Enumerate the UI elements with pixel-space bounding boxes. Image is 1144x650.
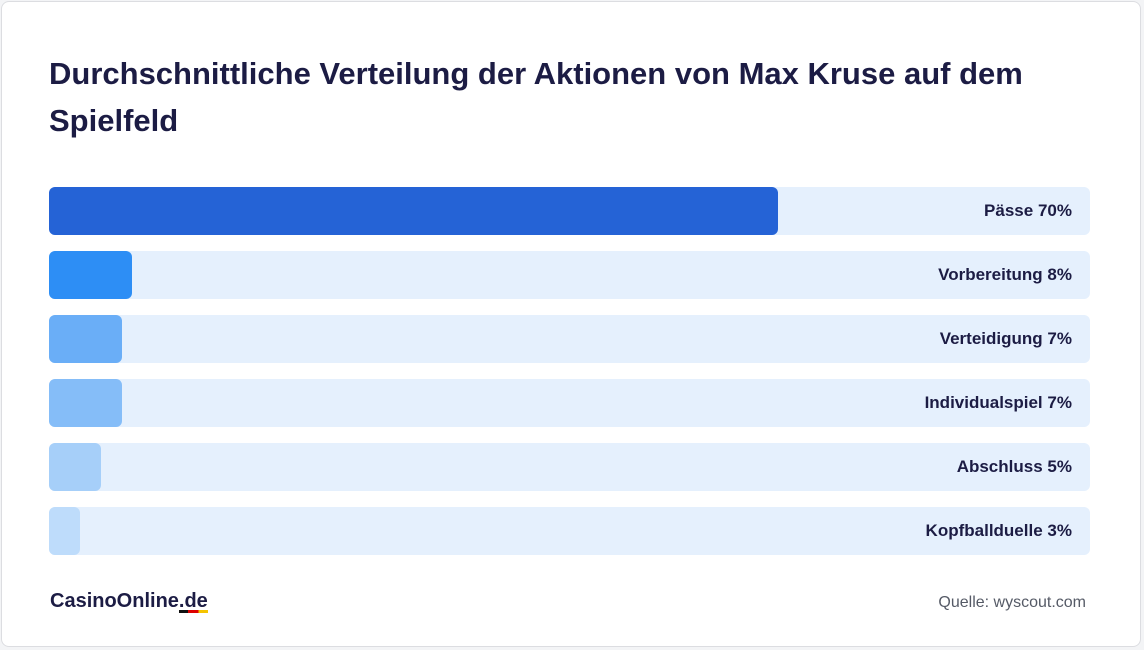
bar: [49, 379, 122, 427]
bar: [49, 443, 102, 491]
bar-label: Pässe 70%: [984, 187, 1072, 235]
bar-label: Vorbereitung 8%: [938, 251, 1072, 299]
bar: [49, 507, 81, 555]
bar-track: Pässe 70%: [49, 187, 1090, 235]
brand-domain: .de: [178, 590, 208, 613]
value-label: 7%: [1047, 393, 1072, 412]
source: Quelle: wyscout.com: [938, 594, 1086, 611]
category-label: Individualspiel: [924, 393, 1043, 412]
value-label: 5%: [1047, 457, 1072, 476]
chart-title: Durchschnittliche Verteilung der Aktione…: [49, 56, 1023, 138]
bar-label: Verteidigung 7%: [940, 315, 1072, 363]
value-label: 7%: [1047, 329, 1072, 348]
bar-track: Individualspiel 7%: [49, 379, 1090, 427]
value-label: 3%: [1047, 521, 1072, 540]
bar-label: Individualspiel 7%: [925, 379, 1072, 427]
bar: [49, 187, 778, 235]
bar-track: Verteidigung 7%: [49, 315, 1090, 363]
value-label: 8%: [1047, 265, 1072, 284]
bar: [49, 315, 122, 363]
bar-label: Abschluss 5%: [957, 443, 1072, 491]
category-label: Kopfballduelle: [925, 521, 1043, 540]
category-label: Abschluss: [956, 457, 1043, 476]
bar-track: Vorbereitung 8%: [49, 251, 1090, 299]
category-label: Vorbereitung: [938, 265, 1043, 284]
category-label: Verteidigung: [939, 329, 1043, 348]
bar-track: Abschluss 5%: [49, 443, 1090, 491]
brand-name: CasinoOnline: [50, 590, 179, 612]
bar-track: Kopfballduelle 3%: [49, 507, 1090, 555]
category-label: Pässe: [984, 201, 1034, 220]
value-label: 70%: [1037, 201, 1072, 220]
brand-logo: CasinoOnline.de: [50, 590, 208, 613]
bar-label: Kopfballduelle 3%: [926, 507, 1072, 555]
bar: [49, 251, 133, 299]
